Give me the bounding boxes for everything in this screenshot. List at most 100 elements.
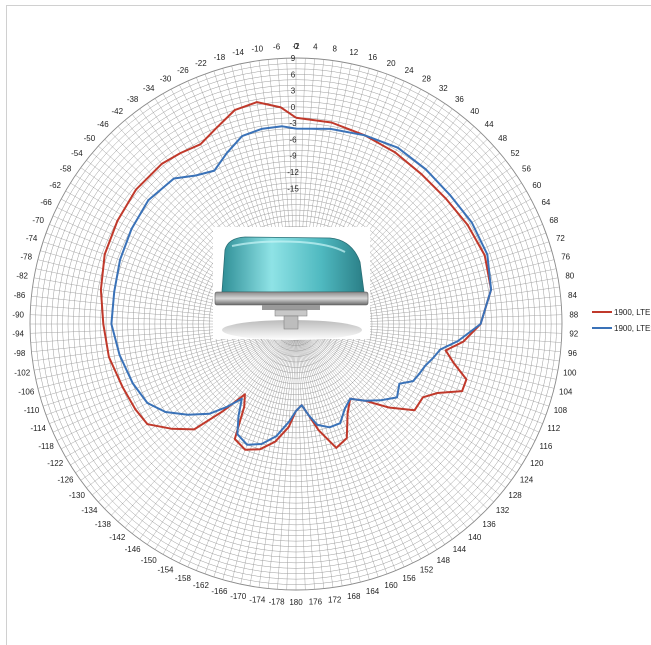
angle-tick-label: -110 xyxy=(24,406,40,415)
grid-spoke xyxy=(267,323,297,589)
angle-tick-label: 156 xyxy=(402,574,416,583)
angle-tick-label: 48 xyxy=(498,134,507,143)
angle-tick-label: -14 xyxy=(232,48,244,57)
angle-tick-label: 104 xyxy=(559,387,573,396)
grid-spoke xyxy=(111,323,297,516)
grid-spoke xyxy=(52,323,297,433)
radial-tick-label: 0 xyxy=(291,103,296,112)
legend-label-2: 1900, LTE2 xyxy=(614,324,651,333)
chart-frame xyxy=(6,5,651,645)
grid-spoke xyxy=(86,323,297,488)
angle-tick-label: 180 xyxy=(289,598,303,607)
grid-spoke xyxy=(258,323,297,588)
angle-tick-label: 60 xyxy=(532,181,541,190)
grid-spoke xyxy=(295,323,445,545)
angle-tick-label: -54 xyxy=(71,149,83,158)
grid-spoke xyxy=(249,323,297,586)
grid-spoke xyxy=(295,323,388,575)
series-group xyxy=(99,101,493,451)
grid-spoke xyxy=(61,323,297,450)
radial-tick-label: -9 xyxy=(289,152,297,161)
grid-spoke xyxy=(295,323,527,458)
grid-spoke xyxy=(295,323,422,559)
angle-tick-label: -98 xyxy=(14,349,26,358)
radial-tick-label: 9 xyxy=(291,54,296,63)
angle-tick-label: -10 xyxy=(252,45,264,54)
angle-tick-label: 12 xyxy=(349,48,358,57)
angle-tick-label: -94 xyxy=(12,330,24,339)
grid-spoke xyxy=(295,323,488,509)
angle-tick-label: 44 xyxy=(485,120,494,129)
antenna-product-photo xyxy=(213,227,370,340)
angle-tick-label: 72 xyxy=(556,234,565,243)
angle-tick-label: 164 xyxy=(366,587,380,596)
angle-tick-label: -150 xyxy=(141,556,158,565)
grid-spoke xyxy=(295,323,494,503)
grid-spoke xyxy=(139,323,297,540)
grid-spoke xyxy=(104,323,297,509)
angle-tick-label: 24 xyxy=(405,66,414,75)
angle-tick-label: -166 xyxy=(211,587,228,596)
grid-spoke xyxy=(70,323,297,466)
angle-tick-labels: 0 4 8 1216202428323640444852566064687276808… xyxy=(12,42,578,607)
angle-tick-label: 112 xyxy=(547,424,560,433)
angle-tick-label: 64 xyxy=(541,198,550,207)
angle-tick-label: -174 xyxy=(249,595,266,604)
grid-spoke xyxy=(295,323,370,580)
grid-spoke xyxy=(231,323,297,583)
grid-spoke xyxy=(295,323,430,555)
angle-tick-label: 80 xyxy=(565,272,574,281)
grid-spoke xyxy=(80,323,297,481)
grid-spoke xyxy=(295,323,352,585)
angle-tick-label: 148 xyxy=(437,556,451,565)
angle-tick-label: 84 xyxy=(568,291,577,300)
angle-tick-label: -82 xyxy=(16,272,28,281)
angle-tick-label: -122 xyxy=(47,459,64,468)
angle-tick-label: -106 xyxy=(18,387,35,396)
grid-spoke xyxy=(295,323,334,588)
angle-tick-label: -34 xyxy=(143,84,155,93)
angle-tick-label: 168 xyxy=(347,592,361,601)
angle-tick-label: -6 xyxy=(273,43,281,52)
angle-tick-label: -30 xyxy=(160,75,172,84)
legend-label-1: 1900, LTE1 xyxy=(614,308,651,317)
grid-spoke xyxy=(295,323,475,522)
angle-tick-label: 172 xyxy=(328,595,342,604)
angle-tick-label: 0 xyxy=(294,42,299,51)
angle-tick-label: -134 xyxy=(81,506,98,515)
grid-spoke xyxy=(295,323,506,488)
angle-tick-label: 176 xyxy=(309,597,323,606)
grid-spoke xyxy=(213,323,297,578)
angle-tick-label: -66 xyxy=(40,198,52,207)
grid-spoke xyxy=(295,323,468,528)
angle-tick-label: -170 xyxy=(230,592,247,601)
grid-spoke xyxy=(277,323,297,590)
angle-tick-label: 56 xyxy=(522,165,531,174)
radial-tick-label: -15 xyxy=(287,184,299,193)
legend: 1900, LTE1 1900, LTE2 xyxy=(592,308,651,333)
angle-tick-label: -102 xyxy=(14,368,31,377)
angle-tick-label: 4 xyxy=(313,43,318,52)
grid-spoke xyxy=(147,323,297,545)
grid-spoke xyxy=(295,323,361,583)
radial-tick-label: -6 xyxy=(289,135,297,144)
angle-tick-label: 36 xyxy=(455,95,464,104)
grid-spoke xyxy=(295,323,325,589)
angle-tick-label: 52 xyxy=(511,149,520,158)
grid-spoke xyxy=(295,323,396,571)
angle-tick-label: 16 xyxy=(368,53,377,62)
angle-tick-label: 136 xyxy=(482,520,496,529)
grid-spoke xyxy=(295,323,531,450)
grid-spoke xyxy=(286,323,297,590)
angle-tick-label: -118 xyxy=(38,442,54,451)
angle-tick-label: 76 xyxy=(561,253,570,262)
grid-spoke xyxy=(295,323,306,590)
grid-spoke xyxy=(295,323,405,568)
grid-spoke xyxy=(295,323,500,496)
grid-spoke xyxy=(98,323,297,503)
angle-tick-label: -22 xyxy=(195,59,207,68)
grid-spoke xyxy=(117,323,297,522)
grid-spoke xyxy=(170,323,297,559)
angle-tick-label: -58 xyxy=(60,165,72,174)
